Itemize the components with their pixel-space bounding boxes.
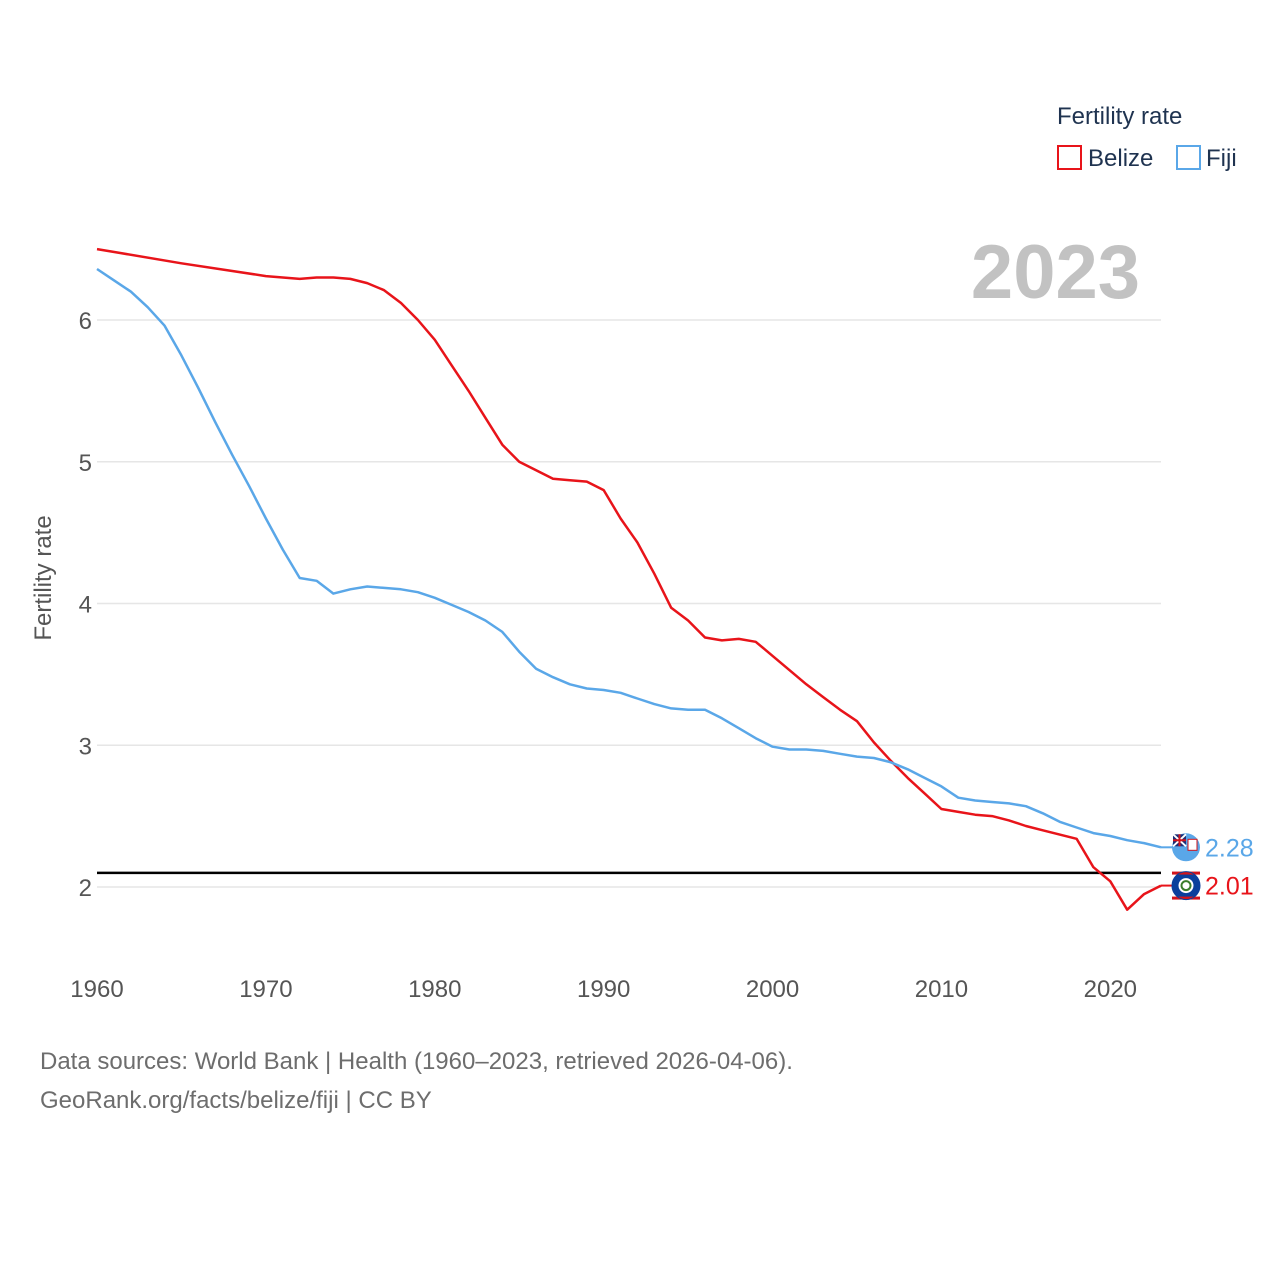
y-axis-ticks: 2 3 4 5 6 [79, 308, 92, 902]
legend-swatch-fiji [1176, 145, 1201, 170]
y-tick-label-6: 6 [79, 308, 92, 335]
legend-item-belize[interactable]: Belize [1057, 145, 1153, 172]
gridlines [97, 319, 1161, 888]
series-end-markers: 2.01 2.28 [1161, 833, 1254, 901]
data-source-note: Data sources: World Bank | Health (1960–… [40, 1042, 793, 1120]
y-tick-label-2: 2 [79, 875, 92, 902]
legend-title: Fertility rate [1057, 103, 1182, 130]
series-line-belize [96, 247, 1162, 911]
x-tick-label-1970: 1970 [239, 976, 292, 1003]
x-tick-label-2020: 2020 [1084, 976, 1137, 1003]
x-axis-ticks: 1960 1970 1980 1990 2000 2010 2020 [70, 976, 1137, 1003]
fertility-rate-chart: 2 3 4 5 6 1960 1970 1980 1990 2000 2010 2020 Ferti… [30, 103, 1254, 1003]
legend-label-belize: Belize [1088, 145, 1153, 172]
y-tick-label-3: 3 [79, 733, 92, 760]
x-tick-label-1990: 1990 [577, 976, 630, 1003]
legend-label-fiji: Fiji [1206, 145, 1237, 172]
end-label-belize: 2.01 [1205, 873, 1254, 901]
y-tick-label-4: 4 [79, 592, 92, 619]
x-tick-label-1960: 1960 [70, 976, 123, 1003]
year-watermark: 2023 [971, 230, 1140, 315]
legend-item-fiji[interactable]: Fiji [1176, 145, 1237, 172]
x-tick-label-1980: 1980 [408, 976, 461, 1003]
x-tick-label-2010: 2010 [915, 976, 968, 1003]
y-tick-label-5: 5 [79, 450, 92, 477]
belize-flag-icon [1171, 871, 1201, 901]
end-label-fiji: 2.28 [1205, 834, 1254, 862]
series-line-fiji [96, 267, 1162, 849]
legend-swatch-belize [1057, 145, 1082, 170]
fiji-flag-icon [1172, 833, 1200, 862]
source-line-1: Data sources: World Bank | Health (1960–… [40, 1048, 793, 1075]
series-lines [96, 247, 1162, 911]
legend: Fertility rate Belize Fiji [1057, 103, 1237, 172]
x-tick-label-2000: 2000 [746, 976, 799, 1003]
source-line-2[interactable]: GeoRank.org/facts/belize/fiji | CC BY [40, 1087, 432, 1114]
y-axis-title: Fertility rate [30, 515, 57, 640]
